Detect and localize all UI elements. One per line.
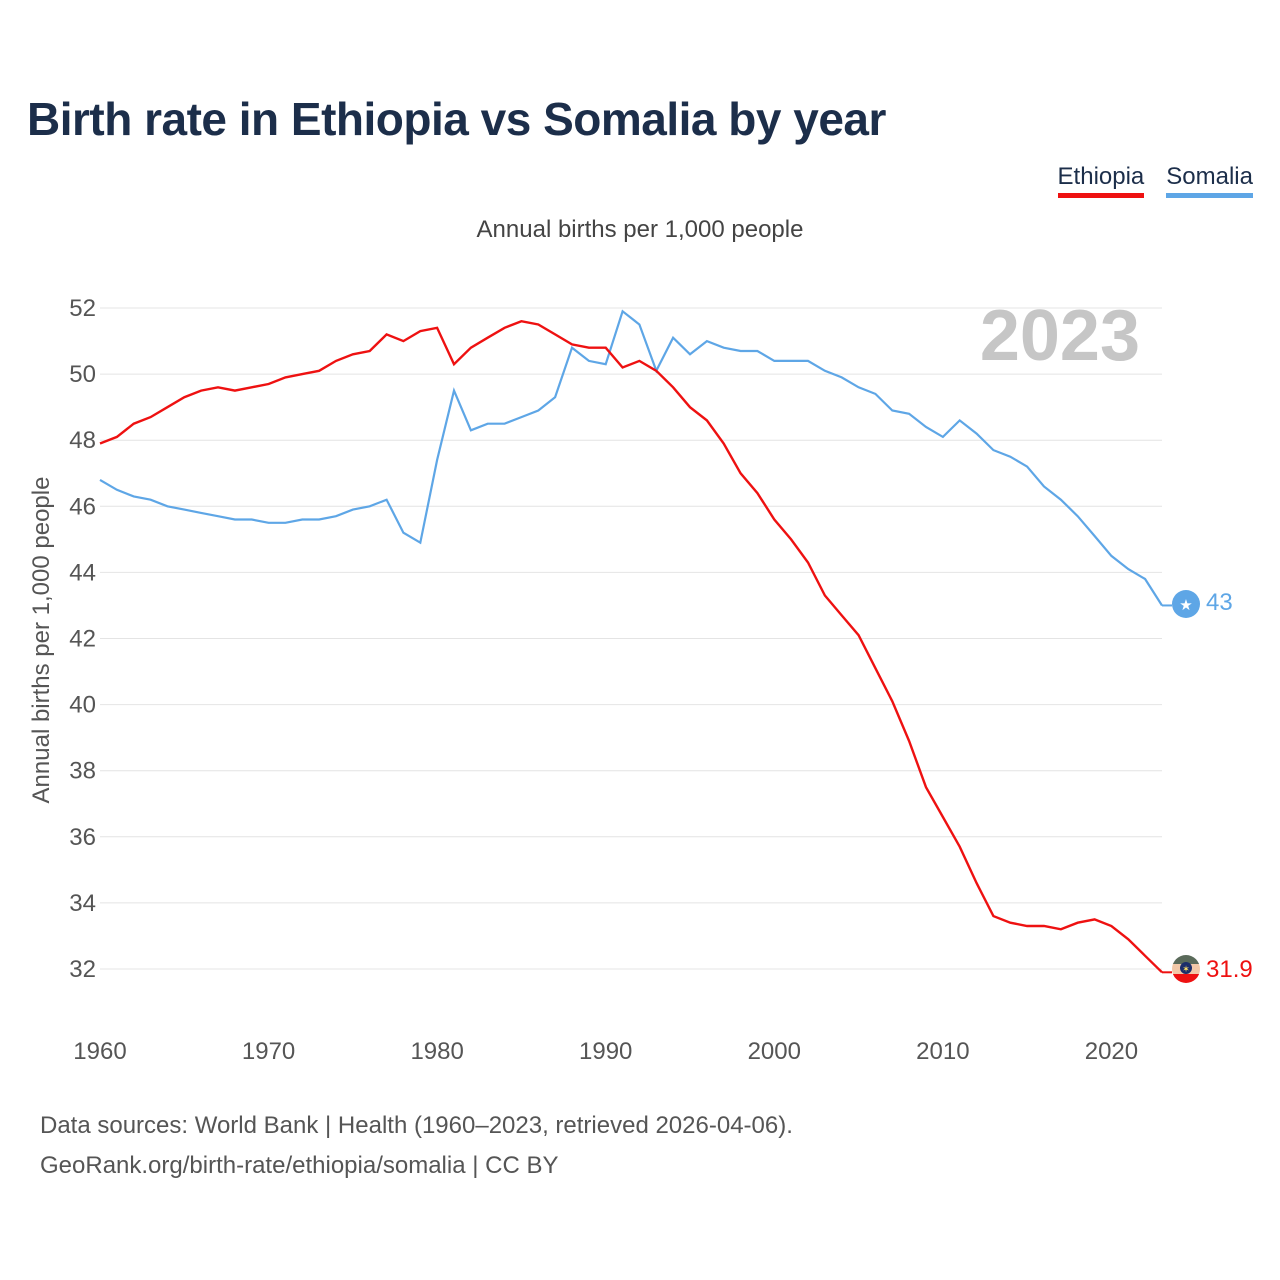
chart-subtitle: Annual births per 1,000 people <box>476 216 804 243</box>
y-tick-label: 40 <box>69 692 96 719</box>
y-tick-label: 44 <box>69 559 96 586</box>
legend: Ethiopia Somalia <box>1057 163 1253 199</box>
x-tick-label: 1980 <box>410 1038 463 1065</box>
x-axis-ticks: 1960 1970 1980 1990 2000 2010 2020 <box>73 1038 1138 1065</box>
end-label-somalia: 43 <box>1206 589 1233 616</box>
chart-title: Birth rate in Ethiopia vs Somalia by yea… <box>27 93 886 145</box>
y-tick-label: 52 <box>69 295 96 322</box>
svg-text:★: ★ <box>1179 596 1192 614</box>
somalia-flag-icon: ★ <box>1172 590 1200 618</box>
y-tick-label: 48 <box>69 427 96 454</box>
legend-somalia[interactable]: Somalia <box>1166 163 1253 199</box>
x-tick-label: 2020 <box>1085 1038 1138 1065</box>
x-tick-label: 1960 <box>73 1038 126 1065</box>
x-tick-label: 1990 <box>579 1038 632 1065</box>
x-tick-label: 2010 <box>916 1038 969 1065</box>
end-label-ethiopia: 31.9 <box>1206 956 1253 983</box>
grid-lines <box>100 307 1162 970</box>
series-line-ethiopia[interactable] <box>99 319 1163 974</box>
y-tick-label: 32 <box>69 956 96 983</box>
y-tick-label: 42 <box>69 626 96 653</box>
source-line-2: GeoRank.org/birth-rate/ethiopia/somalia … <box>40 1152 559 1179</box>
y-axis-ticks: 32 34 36 38 40 42 44 46 48 50 52 <box>69 295 96 983</box>
source-note: Data sources: World Bank | Health (1960–… <box>40 1106 793 1186</box>
y-tick-label: 38 <box>69 758 96 785</box>
svg-text:✶: ✶ <box>1182 965 1190 975</box>
y-tick-label: 36 <box>69 824 96 851</box>
x-tick-label: 1970 <box>242 1038 295 1065</box>
series-line-somalia[interactable] <box>99 309 1163 607</box>
y-tick-label: 50 <box>69 361 96 388</box>
year-watermark: 2023 <box>980 296 1140 376</box>
source-line-1: Data sources: World Bank | Health (1960–… <box>40 1112 793 1139</box>
ethiopia-flag-icon: ✶ <box>1172 955 1200 983</box>
x-tick-label: 2000 <box>748 1038 801 1065</box>
y-tick-label: 34 <box>69 890 96 917</box>
legend-ethiopia[interactable]: Ethiopia <box>1057 163 1145 199</box>
y-tick-label: 46 <box>69 493 96 520</box>
